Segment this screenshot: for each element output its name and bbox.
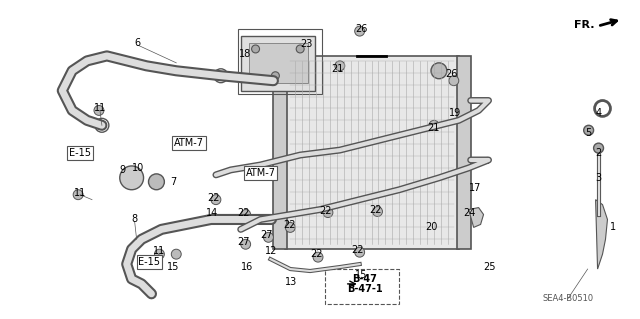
Text: 3: 3 xyxy=(595,173,602,183)
Text: 22: 22 xyxy=(208,193,220,203)
Circle shape xyxy=(94,106,104,115)
Circle shape xyxy=(154,249,164,259)
Bar xyxy=(273,56,287,249)
Bar xyxy=(325,269,399,304)
Circle shape xyxy=(355,247,365,257)
Circle shape xyxy=(241,210,251,219)
Text: 22: 22 xyxy=(369,204,382,215)
Text: 22: 22 xyxy=(237,208,250,218)
Text: 26: 26 xyxy=(355,24,368,34)
Circle shape xyxy=(252,45,260,53)
Circle shape xyxy=(297,63,313,79)
Text: 5: 5 xyxy=(586,128,592,138)
Text: 11: 11 xyxy=(154,246,166,256)
Text: 13: 13 xyxy=(285,277,298,287)
Circle shape xyxy=(264,232,273,242)
Text: ATM-7: ATM-7 xyxy=(174,138,204,148)
Bar xyxy=(285,56,459,249)
Text: 1: 1 xyxy=(611,222,616,233)
Text: ATM-7: ATM-7 xyxy=(246,168,276,178)
Text: 8: 8 xyxy=(132,214,138,225)
Circle shape xyxy=(313,252,323,262)
Circle shape xyxy=(429,120,439,130)
Circle shape xyxy=(172,249,181,259)
Text: 27: 27 xyxy=(260,230,273,240)
Circle shape xyxy=(148,174,164,190)
Text: 21: 21 xyxy=(332,64,344,74)
Circle shape xyxy=(296,45,304,53)
Text: 4: 4 xyxy=(595,108,602,118)
Bar xyxy=(241,36,315,91)
Text: 23: 23 xyxy=(300,39,312,49)
Circle shape xyxy=(241,239,251,249)
Text: 27: 27 xyxy=(237,237,250,247)
Text: 20: 20 xyxy=(425,222,437,233)
Text: 21: 21 xyxy=(427,123,439,133)
Circle shape xyxy=(431,63,447,79)
Text: 15: 15 xyxy=(355,270,367,280)
Circle shape xyxy=(73,190,83,200)
Text: B-47: B-47 xyxy=(352,274,377,284)
Polygon shape xyxy=(596,200,607,269)
Text: E-15: E-15 xyxy=(138,257,161,267)
Text: 24: 24 xyxy=(463,208,476,218)
Text: 11: 11 xyxy=(94,103,106,114)
Text: 10: 10 xyxy=(131,163,144,173)
Text: B-47-1: B-47-1 xyxy=(347,284,383,294)
Circle shape xyxy=(211,195,221,204)
Text: 22: 22 xyxy=(283,220,296,230)
Circle shape xyxy=(372,207,383,217)
Text: SEA4-B0510: SEA4-B0510 xyxy=(542,294,593,303)
Text: 16: 16 xyxy=(241,262,253,272)
Circle shape xyxy=(584,125,593,135)
Text: 9: 9 xyxy=(120,165,126,175)
Text: 22: 22 xyxy=(320,205,332,216)
Circle shape xyxy=(356,272,367,282)
Text: 17: 17 xyxy=(468,183,481,193)
Text: 6: 6 xyxy=(134,38,141,48)
Text: E-15: E-15 xyxy=(69,148,91,158)
Bar xyxy=(237,29,322,93)
Text: 19: 19 xyxy=(449,108,461,118)
Text: 22: 22 xyxy=(310,249,323,259)
Circle shape xyxy=(120,166,143,190)
Circle shape xyxy=(449,76,459,85)
Circle shape xyxy=(271,72,279,80)
Bar xyxy=(248,43,308,83)
Text: 7: 7 xyxy=(170,177,177,187)
Circle shape xyxy=(323,208,333,218)
Text: 12: 12 xyxy=(265,246,278,256)
Text: 26: 26 xyxy=(445,69,458,79)
Circle shape xyxy=(285,222,295,232)
Text: 22: 22 xyxy=(351,245,364,255)
Bar xyxy=(457,56,470,249)
Text: 14: 14 xyxy=(206,208,218,218)
Polygon shape xyxy=(468,208,484,227)
Text: 11: 11 xyxy=(74,188,86,198)
Text: 25: 25 xyxy=(483,262,496,272)
Circle shape xyxy=(593,143,604,153)
Circle shape xyxy=(335,61,345,71)
Text: FR.: FR. xyxy=(574,20,595,30)
Circle shape xyxy=(355,26,365,36)
Text: 15: 15 xyxy=(167,262,179,272)
Text: 18: 18 xyxy=(239,49,251,59)
Text: 2: 2 xyxy=(595,148,602,158)
